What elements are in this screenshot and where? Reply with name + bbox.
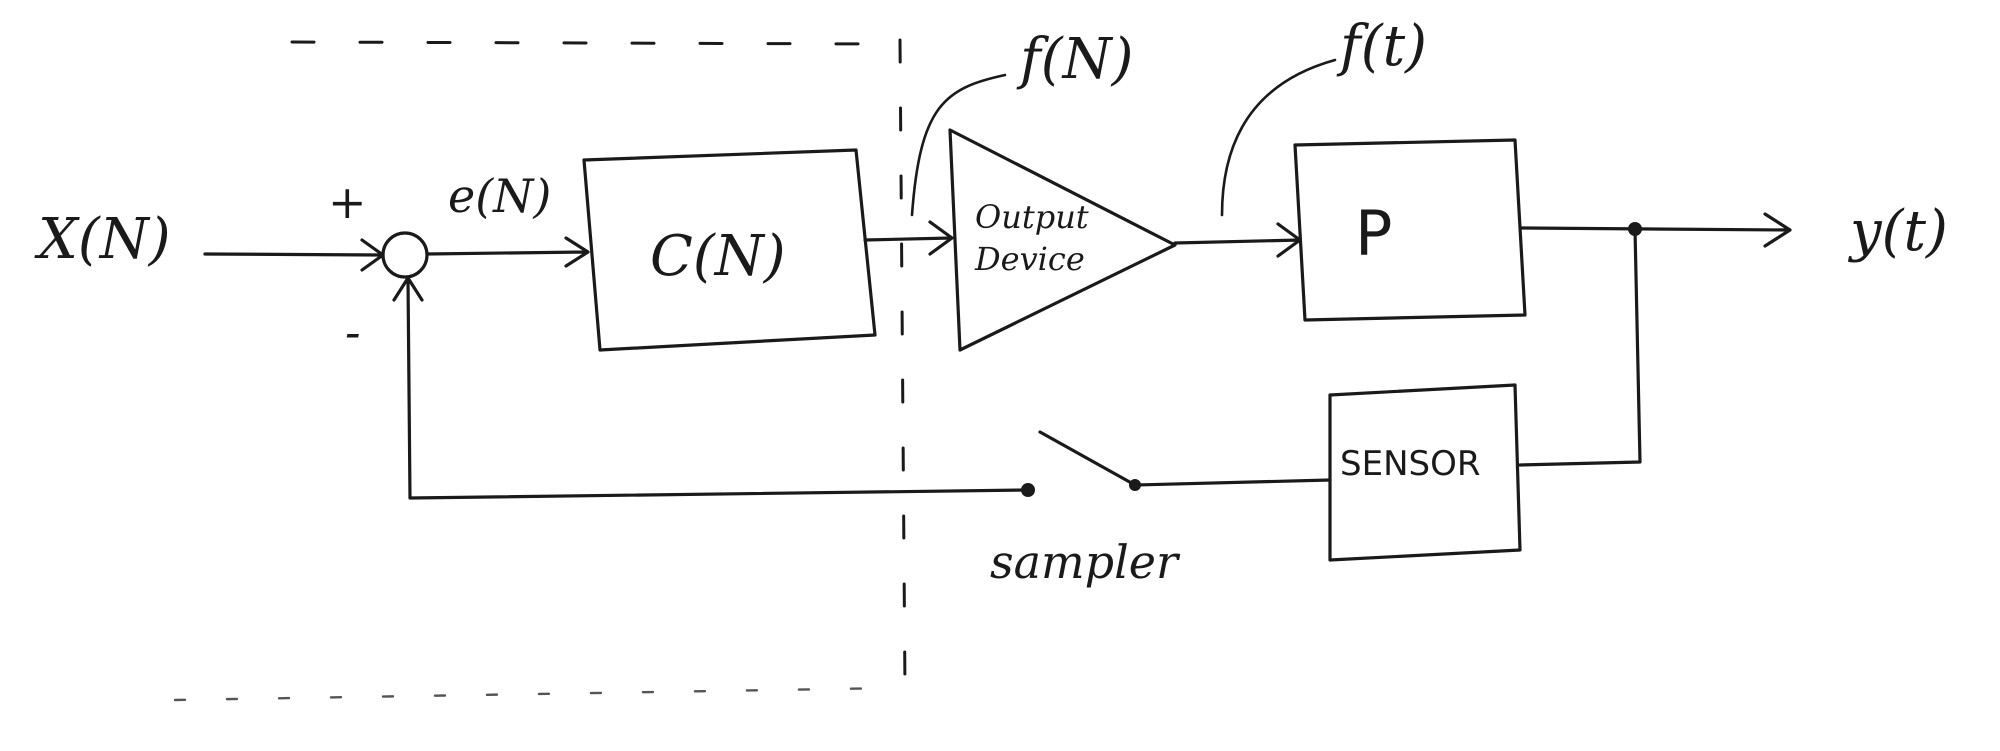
input-label: X(N) bbox=[34, 207, 171, 272]
output-device-line1: Output bbox=[975, 198, 1089, 236]
feedback-down-line bbox=[1518, 227, 1642, 467]
output-device-line2: Device bbox=[974, 240, 1085, 278]
controller-label: C(N) bbox=[650, 224, 786, 289]
plant-block bbox=[1293, 138, 1527, 322]
plant-label: P bbox=[1355, 197, 1392, 270]
sensor-block bbox=[1328, 383, 1522, 562]
controller-to-device-line bbox=[863, 220, 954, 256]
sampler-label: sampler bbox=[990, 535, 1181, 589]
digital-boundary bbox=[173, 38, 907, 702]
sampler-switch bbox=[1021, 430, 1141, 497]
output-device-triangle bbox=[948, 128, 1177, 352]
input-arrow bbox=[203, 238, 385, 272]
output-arrow bbox=[1518, 212, 1792, 248]
output-label: y(t) bbox=[1847, 199, 1948, 264]
minus-sign: - bbox=[345, 305, 361, 359]
sensor-label: SENSOR bbox=[1340, 444, 1480, 484]
controller-block bbox=[582, 148, 877, 352]
ft-leader bbox=[1220, 58, 1337, 217]
feedback-return-line bbox=[392, 276, 1030, 500]
device-to-plant-arrow bbox=[1173, 222, 1302, 258]
sensor-to-sampler-line bbox=[1133, 478, 1332, 487]
ft-label: f(t) bbox=[1336, 14, 1427, 79]
error-arrow bbox=[425, 236, 590, 268]
plus-sign: + bbox=[328, 175, 367, 229]
fn-label: f(N) bbox=[1016, 27, 1133, 92]
summing-junction bbox=[381, 231, 429, 279]
fn-leader bbox=[910, 73, 1007, 217]
error-label: e(N) bbox=[448, 169, 551, 223]
